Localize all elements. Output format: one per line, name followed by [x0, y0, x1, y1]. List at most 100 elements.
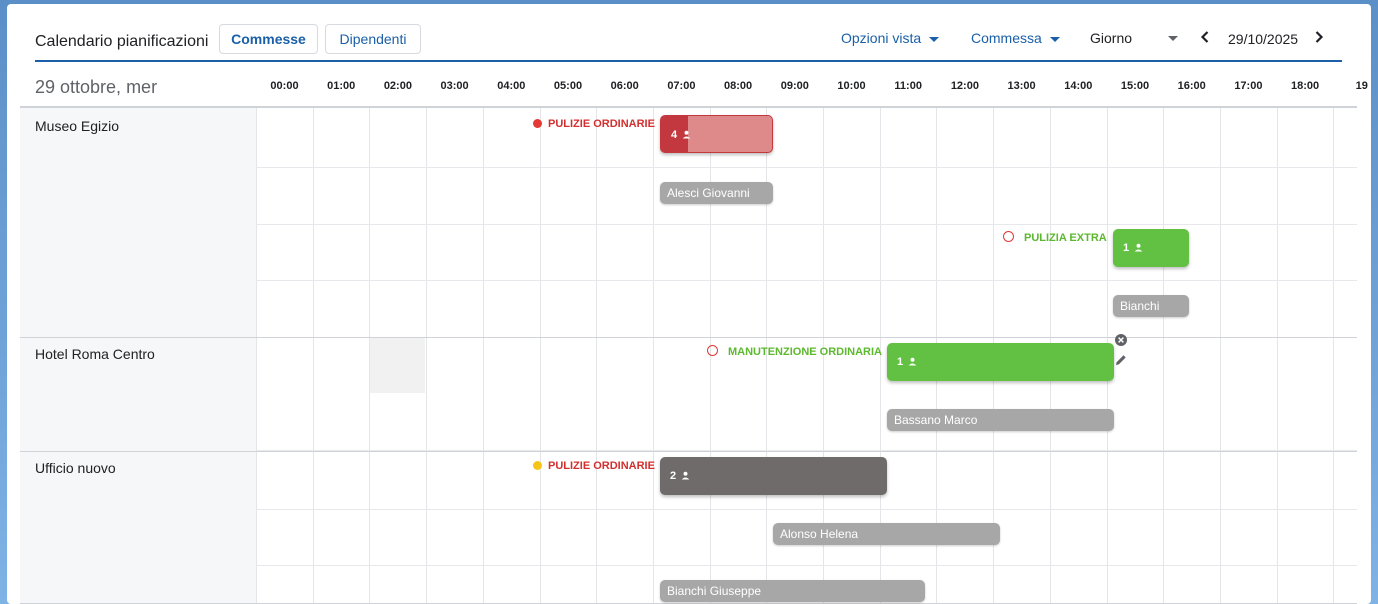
grid-column-line	[823, 68, 824, 604]
event-bar[interactable]: 1	[1113, 229, 1189, 267]
hour-label: 15:00	[1120, 80, 1150, 92]
grid-column-line	[653, 68, 654, 604]
grid-row-line	[256, 450, 1357, 451]
person-icon	[682, 130, 691, 139]
current-date: 29/10/2025	[1228, 31, 1299, 47]
timeline-grid: 29 ottobre, mer 00:00 01:00 02:00 03:00 04:0…	[20, 68, 1368, 604]
grid-column-line	[369, 68, 370, 604]
tab-dipendenti[interactable]: Dipendenti	[325, 24, 421, 54]
hour-label: 16:00	[1177, 80, 1206, 92]
hour-label: 01:00	[327, 80, 356, 92]
event-count: 1	[897, 356, 904, 368]
event-count: 2	[670, 470, 677, 482]
opzioni-vista-label: Opzioni vista	[841, 30, 922, 46]
grid-column-line	[1333, 68, 1334, 604]
chevron-left-icon[interactable]	[1197, 29, 1213, 45]
event-bar[interactable]: 2	[660, 457, 887, 495]
hour-label: 17:00	[1234, 80, 1263, 92]
grid-column-line	[766, 68, 767, 604]
group-divider	[20, 337, 1357, 338]
person-icon	[908, 357, 917, 366]
group-label-hotel-roma-centro: Hotel Roma Centro	[35, 346, 155, 362]
hour-label: 05:00	[553, 80, 583, 92]
unavailable-cell	[369, 337, 425, 393]
commessa-dropdown[interactable]: Commessa	[971, 30, 1060, 46]
event-badge	[661, 116, 688, 152]
grid-row-line	[256, 565, 1357, 566]
event-label-text: PULIZIA EXTRA	[1024, 232, 1107, 244]
hour-label: 11:00	[894, 80, 922, 92]
grid-column-line	[540, 68, 541, 604]
grid-row-line	[256, 509, 1357, 510]
caret-down-icon	[1168, 36, 1178, 41]
toolbar: Calendario pianificazioni Commesse Dipen…	[7, 4, 1371, 62]
day-label: 29 ottobre, mer	[35, 77, 158, 97]
tab-commesse[interactable]: Commesse	[219, 24, 318, 54]
hour-label: 12:00	[950, 80, 979, 92]
hour-label: 04:00	[497, 80, 526, 92]
grid-column-line	[313, 68, 314, 604]
hour-label: 07:00	[667, 80, 696, 92]
event-label-text: PULIZIE ORDINARIE	[548, 460, 655, 472]
employee-bar[interactable]: Alesci Giovanni	[660, 182, 773, 204]
hour-label: 09:00	[780, 80, 809, 92]
view-mode-value: Giorno	[1090, 30, 1133, 46]
hour-label: 13:00	[1007, 80, 1036, 92]
grid-column-line	[880, 68, 881, 604]
hour-label: 00:00	[270, 80, 299, 92]
event-count: 1	[1123, 242, 1130, 254]
caret-down-icon	[1049, 36, 1060, 42]
opzioni-vista-dropdown[interactable]: Opzioni vista	[841, 30, 940, 46]
employee-bar[interactable]: Bianchi Giuseppe	[660, 580, 925, 602]
status-dot-icon	[533, 461, 542, 470]
grid-column-line	[710, 68, 711, 604]
chevron-right-icon[interactable]	[1311, 29, 1327, 45]
commessa-label: Commessa	[971, 30, 1042, 46]
grid-row-line	[256, 280, 1357, 281]
status-ring-icon	[707, 345, 718, 356]
event-label-text: MANUTENZIONE ORDINARIA	[728, 346, 882, 358]
grid-column-line	[1277, 68, 1278, 604]
event-label-text: PULIZIE ORDINARIE	[548, 118, 655, 130]
grid-column-line	[1107, 68, 1108, 604]
hour-label: 02:00	[383, 80, 412, 92]
event-count: 4	[671, 129, 678, 141]
caret-down-icon	[929, 36, 940, 42]
row-labels-column	[20, 108, 256, 604]
toolbar-underline	[35, 60, 1342, 62]
group-label-ufficio-nuovo: Ufficio nuovo	[35, 460, 116, 476]
grid-column-line	[993, 68, 994, 604]
hour-label: 03:00	[440, 80, 469, 92]
grid-row-line	[256, 167, 1357, 168]
grid-column-line	[596, 68, 597, 604]
event-label: MANUTENZIONE ORDINARIA	[707, 345, 882, 358]
hour-label: 14:00	[1064, 80, 1093, 92]
employee-bar[interactable]: Alonso Helena	[773, 523, 1000, 545]
page-title: Calendario pianificazioni	[35, 33, 209, 50]
grid-column-line	[256, 68, 257, 604]
calendar-card: Calendario pianificazioni Commesse Dipen…	[7, 4, 1371, 604]
event-label: PULIZIA EXTRA	[1003, 231, 1107, 244]
event-bar[interactable]: 1	[887, 343, 1114, 381]
grid-column-line	[483, 68, 484, 604]
grid-column-line	[1050, 68, 1051, 604]
event-label: PULIZIE ORDINARIE	[533, 460, 655, 472]
hour-label: 10:00	[837, 80, 866, 92]
status-ring-icon	[1003, 231, 1014, 242]
employee-bar[interactable]: Bassano Marco	[887, 409, 1114, 431]
grid-column-line	[936, 68, 937, 604]
person-icon	[1134, 243, 1143, 252]
view-mode-select[interactable]: Giorno	[1090, 30, 1178, 46]
delete-circle-icon[interactable]	[1114, 333, 1128, 347]
edit-pencil-icon[interactable]	[1114, 353, 1128, 367]
hour-label: 19	[1355, 80, 1368, 92]
hour-label: 06:00	[610, 80, 639, 92]
employee-bar[interactable]: Bianchi	[1113, 295, 1189, 317]
grid-column-line	[1220, 68, 1221, 604]
group-label-museo-egizio: Museo Egizio	[35, 118, 120, 134]
group-divider	[20, 451, 1357, 452]
status-dot-icon	[533, 119, 542, 128]
event-bar[interactable]: 4	[660, 115, 773, 153]
event-label: PULIZIE ORDINARIE	[533, 118, 655, 130]
person-icon	[681, 471, 690, 480]
